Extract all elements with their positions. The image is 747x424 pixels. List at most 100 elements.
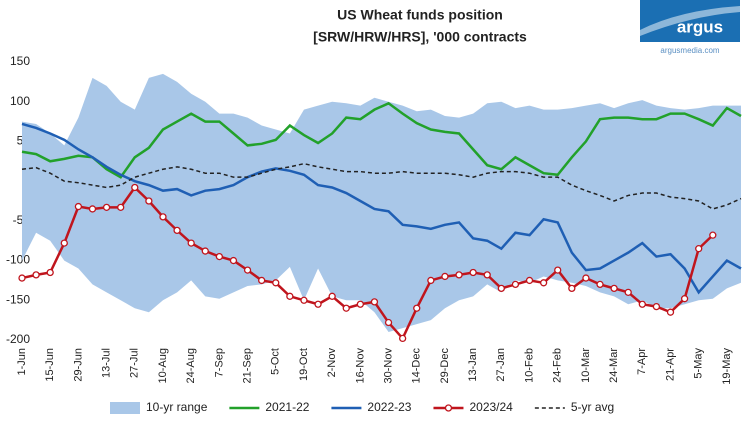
series-marker [666, 308, 675, 316]
x-tick-label: 2-Nov [326, 348, 338, 378]
plot-area: 150100500-50-100-150-2001-Jun15-Jun29-Ju… [6, 54, 742, 385]
series-marker [413, 304, 421, 312]
x-tick-label: 16-Nov [354, 348, 366, 384]
x-tick-label: 21-Apr [664, 348, 676, 381]
series-marker [582, 274, 590, 282]
range-area [22, 73, 741, 333]
series-marker [243, 266, 252, 274]
series-marker [46, 268, 54, 277]
logo: argus argusmedia.com [640, 0, 740, 55]
x-tick-label: 5-Oct [270, 348, 282, 375]
series-line [21, 122, 742, 295]
series-marker [102, 203, 111, 212]
chart-title: US Wheat funds position [337, 7, 503, 23]
x-tick-label: 1-Jun [16, 348, 28, 376]
x-tick-label: 10-Aug [157, 348, 169, 383]
y-tick-label: -150 [6, 292, 30, 306]
x-tick-label: 7-Apr [636, 348, 648, 375]
series-marker [680, 295, 689, 303]
series-marker [638, 300, 646, 308]
series-marker [258, 276, 266, 285]
legend: 10-yr range 2021-22 2022-23 2023/24 5-yr avg [110, 400, 614, 414]
legend-swatch [110, 402, 140, 414]
x-tick-label: 21-Sep [241, 348, 253, 383]
series-marker [554, 266, 562, 274]
logo-brand: argus [677, 17, 723, 36]
series-marker [483, 271, 491, 279]
y-tick-label: -100 [6, 253, 30, 267]
x-tick-label: 10-Feb [523, 348, 535, 383]
x-tick-label: 24-Mar [608, 348, 620, 383]
x-tick-label: 13-Jan [467, 348, 479, 382]
x-tick-label: 27-Jan [495, 348, 507, 382]
x-tick-label: 15-Jun [44, 348, 56, 382]
series-marker [60, 239, 68, 247]
x-tick-label: 5-May [693, 348, 705, 379]
series-marker [652, 302, 661, 311]
series-marker [300, 296, 308, 304]
series-line [21, 101, 742, 179]
legend-label: 10-yr range [146, 400, 208, 414]
x-tick-label: 19-Oct [298, 348, 310, 381]
x-tick-label: 7-Sep [213, 348, 225, 377]
y-tick-label: 150 [10, 54, 30, 68]
series-marker [328, 292, 336, 300]
series-marker [32, 271, 40, 279]
series-marker [272, 279, 280, 287]
x-tick-label: 29-Jun [72, 348, 84, 382]
series-marker [215, 252, 224, 261]
series-marker [201, 247, 209, 255]
series-marker [117, 203, 125, 212]
series-marker [370, 298, 379, 306]
series-marker [356, 300, 365, 308]
series-marker [469, 268, 477, 277]
series-marker [229, 256, 238, 265]
series-marker [610, 284, 618, 293]
y-tick-label: -200 [6, 332, 30, 346]
legend-label: 2021-22 [265, 400, 309, 414]
series-marker [539, 279, 548, 287]
x-tick-label: 14-Dec [411, 348, 423, 384]
series-marker [131, 183, 139, 192]
series-marker [709, 231, 717, 239]
series-marker [145, 197, 153, 205]
x-tick-label: 24-Feb [552, 348, 564, 383]
x-tick-label: 10-Mar [580, 348, 592, 383]
series-marker [568, 284, 576, 293]
series-marker [314, 300, 322, 308]
x-tick-label: 27-Jul [129, 348, 141, 378]
series-marker [173, 226, 181, 235]
series-line [21, 162, 742, 210]
series-marker [525, 276, 534, 285]
x-tick-label: 30-Nov [382, 348, 394, 384]
x-tick-label: 13-Jul [100, 348, 112, 378]
legend-label: 2022-23 [367, 400, 411, 414]
chart-subtitle: [SRW/HRW/HRS], '000 contracts [313, 29, 527, 45]
legend-label: 2023/24 [469, 400, 513, 414]
series-marker [427, 276, 435, 285]
series-marker [18, 274, 26, 282]
series-marker [384, 318, 393, 327]
x-tick-label: 24-Aug [185, 348, 197, 383]
series-marker [455, 271, 463, 279]
logo-box [640, 0, 740, 42]
series-marker [596, 280, 604, 289]
series-marker [624, 288, 632, 296]
x-tick-label: 29-Dec [439, 348, 451, 384]
x-tick-label: 19-May [721, 348, 733, 385]
series-marker [286, 292, 294, 300]
series-marker [441, 272, 449, 281]
legend-label: 5-yr avg [571, 400, 614, 414]
logo-url: argusmedia.com [660, 46, 719, 55]
series-marker [342, 304, 350, 312]
y-tick-label: 100 [10, 94, 30, 108]
series-marker [187, 239, 195, 247]
series-marker [398, 334, 407, 343]
series-marker [159, 213, 167, 221]
series-marker [695, 245, 703, 253]
series-marker [74, 202, 83, 211]
series-marker [88, 205, 97, 213]
series-marker [497, 284, 505, 293]
legend-marker [444, 404, 453, 412]
